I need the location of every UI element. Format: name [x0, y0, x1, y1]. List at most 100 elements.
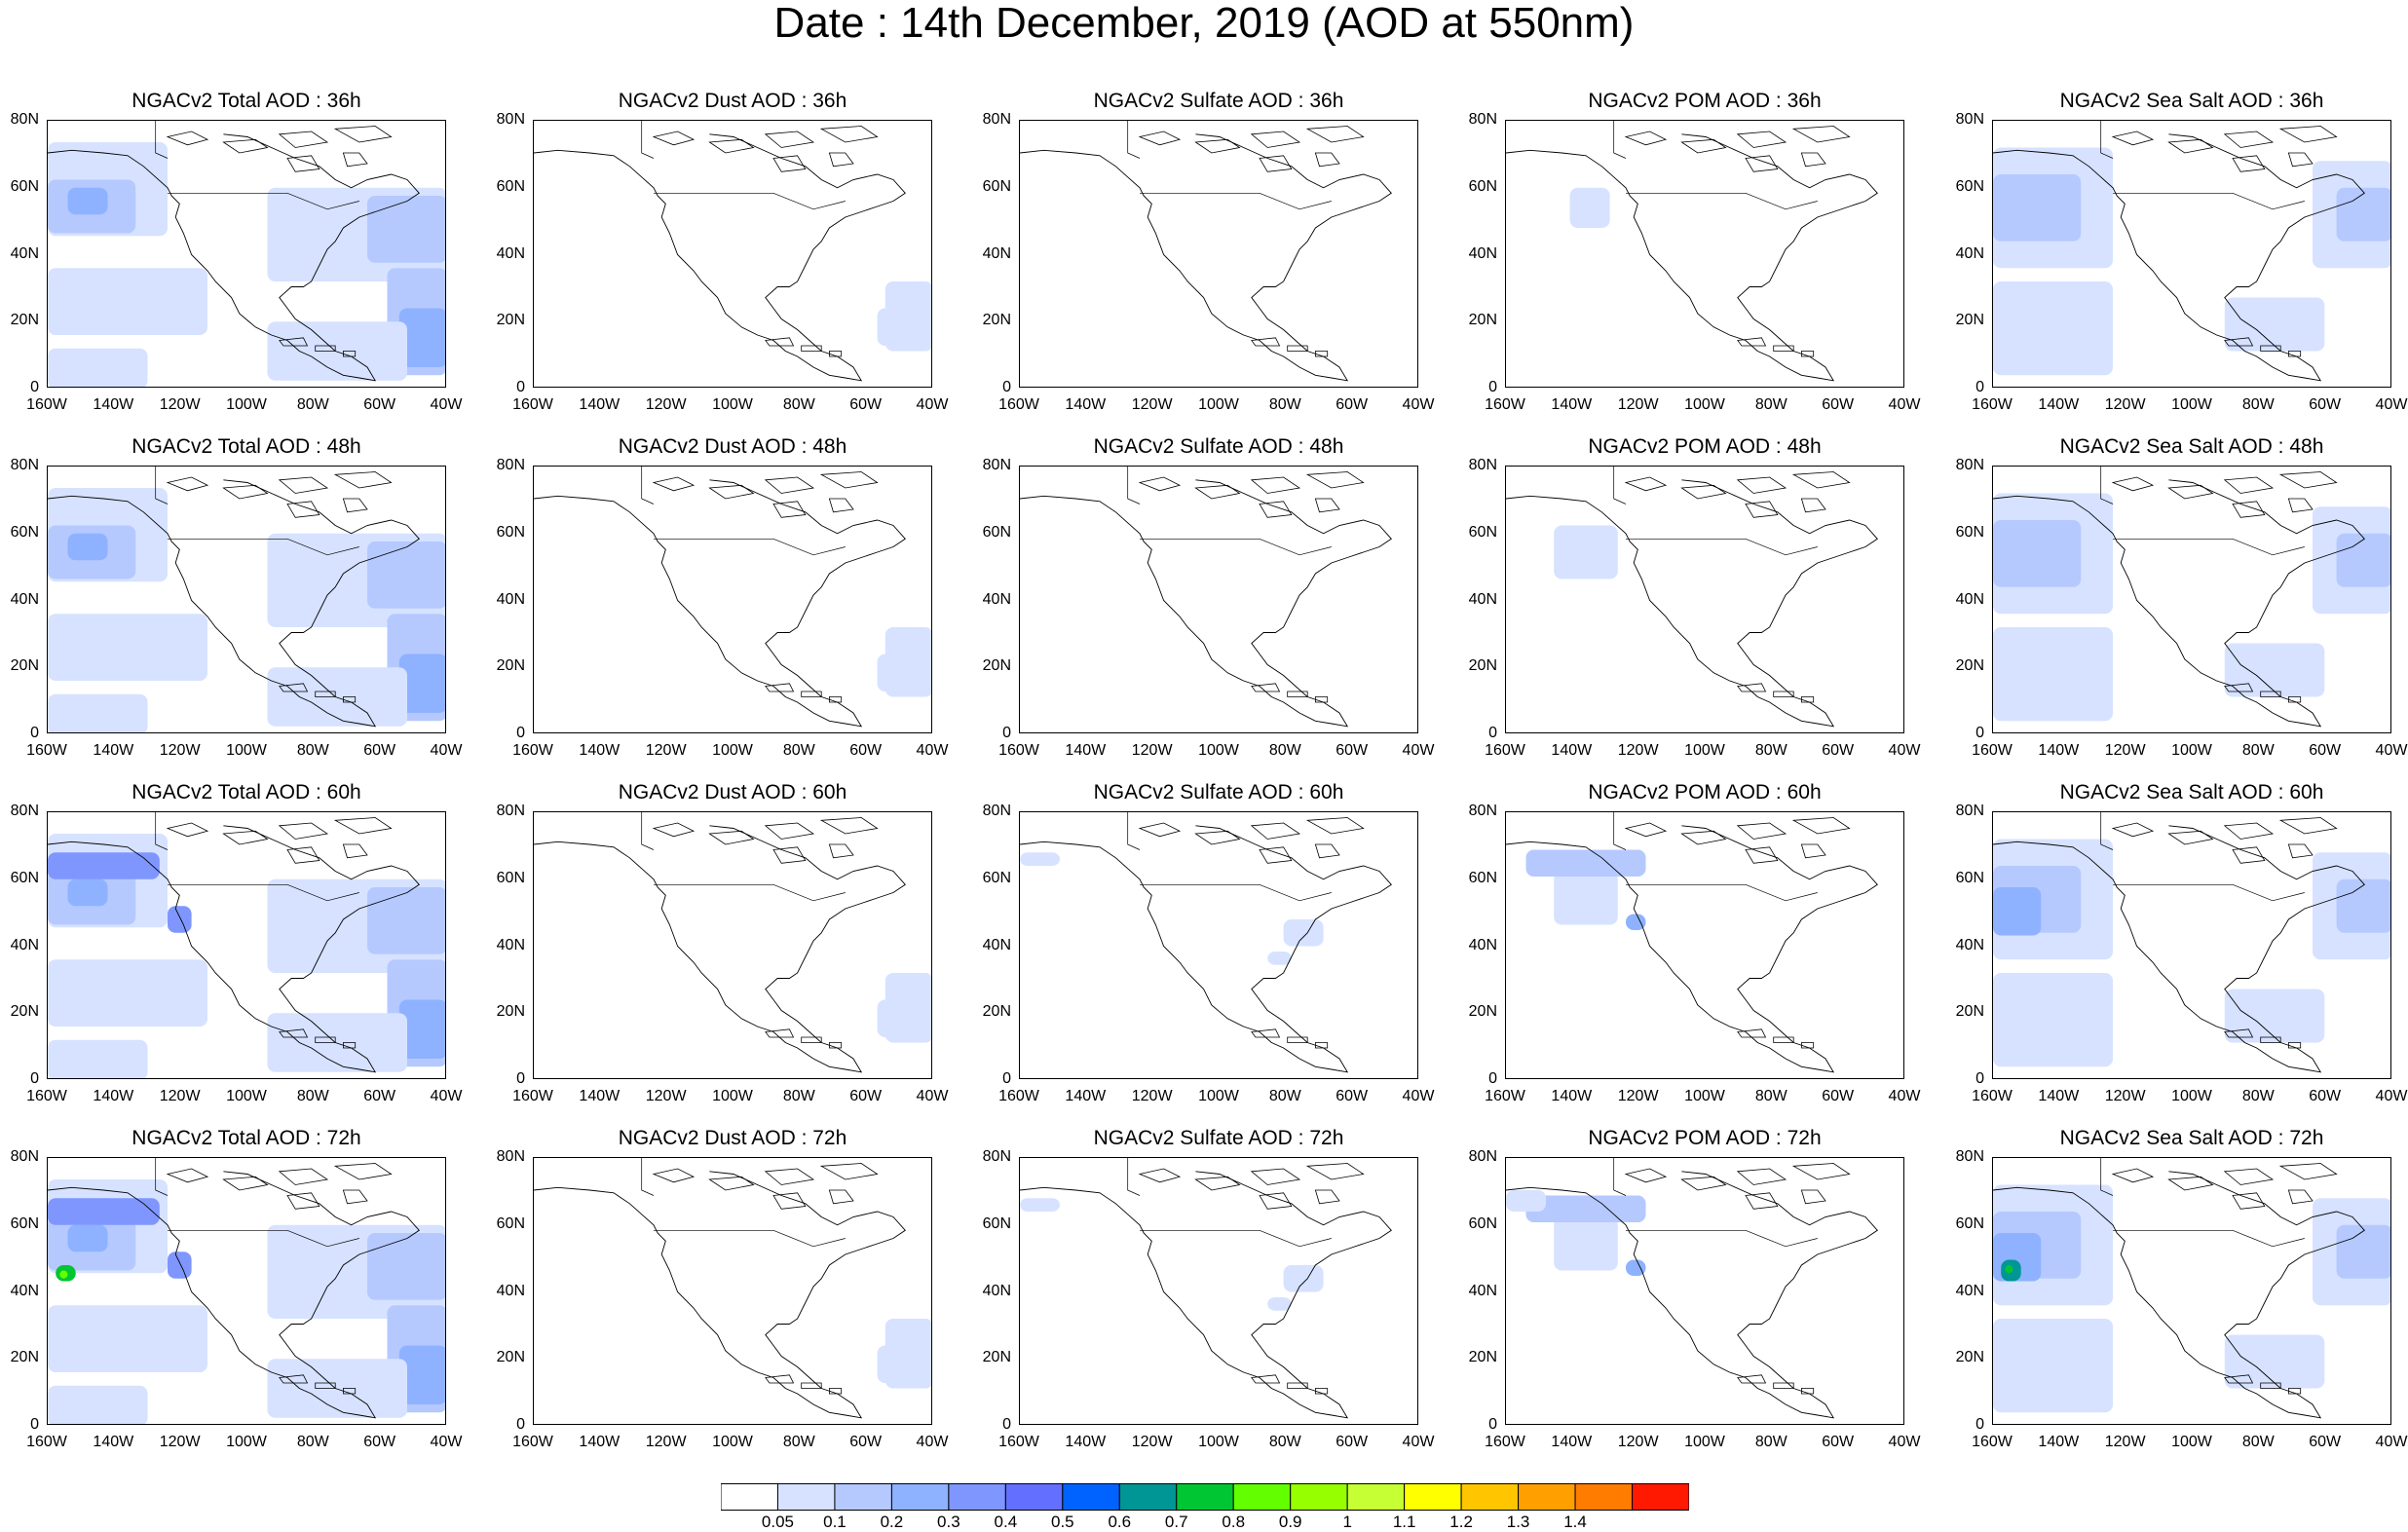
lat-tick-label: 80N	[1955, 457, 1984, 473]
lon-tick-label: 80W	[1754, 1434, 1787, 1450]
island-outline	[1800, 152, 1826, 168]
island-outline	[1194, 830, 1241, 845]
island-outline	[2167, 1176, 2214, 1191]
panel-title: NGACv2 Sea Salt AOD : 36h	[2059, 90, 2324, 112]
aod-shading	[48, 852, 160, 879]
island-outline	[1800, 1388, 1815, 1395]
aod-shading	[2336, 187, 2390, 242]
colorbar-swatch	[1574, 1483, 1634, 1511]
border-line	[1613, 812, 1627, 850]
map-panel	[533, 120, 932, 388]
lon-tick-label: 80W	[1754, 396, 1787, 413]
lat-tick-label: 0	[516, 725, 525, 741]
island-outline	[342, 498, 368, 513]
lat-tick-label: 40N	[982, 936, 1011, 953]
colorbar	[721, 1483, 1689, 1511]
border-line	[1140, 1229, 1332, 1248]
lat-tick-label: 40N	[496, 244, 525, 262]
border-line	[2113, 192, 2305, 210]
lon-tick-label: 160W	[1972, 396, 2013, 413]
colorbar-label: 1.1	[1392, 1513, 1416, 1531]
aod-shading	[1993, 973, 2113, 1067]
lat-tick-label: 20N	[496, 312, 525, 329]
panel-title: NGACv2 Sea Salt AOD : 48h	[2059, 435, 2324, 458]
colorbar-swatch	[1176, 1483, 1234, 1511]
aod-shading	[877, 308, 910, 346]
lat-tick-label: 60N	[496, 1214, 525, 1232]
lat-tick-label: 0	[30, 379, 39, 395]
lat-tick-label: 60N	[1955, 523, 1984, 541]
island-outline	[1138, 131, 1182, 146]
lon-tick-label: 100W	[712, 1088, 753, 1104]
border-line	[2100, 467, 2114, 504]
map-svg	[534, 812, 931, 1073]
lat-tick-label: 0	[516, 1070, 525, 1087]
lat-tick-label: 60N	[10, 523, 39, 541]
map-panel	[533, 466, 932, 733]
aod-shading	[1554, 1216, 1618, 1271]
lon-tick-label: 140W	[1551, 1088, 1593, 1104]
border-line	[155, 467, 169, 504]
lon-tick-label: 80W	[1268, 742, 1301, 759]
border-line	[1613, 1158, 1627, 1196]
map-panel	[1992, 811, 2391, 1079]
lat-tick-label: 40N	[1468, 590, 1497, 608]
map-svg	[534, 1158, 931, 1419]
colorbar-swatch	[776, 1483, 836, 1511]
lat-tick-label: 80N	[10, 803, 39, 819]
map-panel	[1505, 811, 1904, 1079]
aod-shading	[67, 533, 108, 561]
lat-tick-label: 60N	[1955, 177, 1984, 195]
lat-tick-label: 40N	[1955, 1282, 1984, 1299]
aod-shading	[67, 878, 108, 907]
lat-tick-label: 60N	[982, 1214, 1011, 1232]
island-outline	[1791, 126, 1851, 143]
lon-tick-label: 120W	[1617, 742, 1659, 759]
lon-tick-label: 120W	[2104, 742, 2146, 759]
lon-tick-label: 100W	[1198, 742, 1239, 759]
lat-tick-label: 0	[30, 725, 39, 741]
island-outline	[652, 1168, 696, 1183]
border-line	[168, 883, 359, 902]
lat-tick-label: 20N	[10, 312, 39, 329]
lon-tick-label: 160W	[26, 1434, 67, 1450]
island-outline	[342, 1042, 357, 1049]
island-outline	[2287, 696, 2302, 703]
lon-tick-label: 40W	[916, 396, 949, 413]
colorbar-label: 1	[1342, 1513, 1352, 1531]
panel-title: NGACv2 POM AOD : 36h	[1588, 90, 1822, 112]
aod-shading	[267, 321, 407, 381]
panel-title: NGACv2 POM AOD : 60h	[1588, 781, 1822, 803]
lon-tick-label: 100W	[1684, 396, 1725, 413]
lon-tick-label: 140W	[2038, 1434, 2080, 1450]
island-outline	[708, 484, 755, 500]
lat-tick-label: 80N	[10, 1148, 39, 1165]
border-line	[641, 467, 655, 504]
island-outline	[2111, 822, 2155, 838]
aod-shading	[2336, 878, 2390, 933]
lon-tick-label: 100W	[712, 742, 753, 759]
aod-shading	[1554, 525, 1618, 579]
island-outline	[764, 822, 815, 840]
island-outline	[2278, 817, 2338, 835]
map-panel	[47, 120, 446, 388]
lon-tick-label: 140W	[1551, 1434, 1593, 1450]
lon-tick-label: 60W	[2309, 396, 2342, 413]
lat-tick-label: 40N	[10, 590, 39, 608]
island-outline	[1680, 138, 1727, 154]
lat-tick-label: 40N	[496, 590, 525, 608]
lat-tick-label: 20N	[10, 657, 39, 675]
lon-tick-label: 140W	[2038, 1088, 2080, 1104]
island-outline	[765, 1028, 795, 1038]
border-line	[2113, 883, 2305, 902]
map-svg	[48, 812, 445, 1078]
lon-tick-label: 140W	[2038, 396, 2080, 413]
panel-title: NGACv2 Dust AOD : 48h	[618, 435, 847, 458]
map-svg	[534, 467, 931, 728]
island-outline	[333, 1163, 393, 1180]
lat-tick-label: 20N	[1955, 1349, 1984, 1366]
lat-tick-label: 0	[1488, 1070, 1497, 1087]
island-outline	[1287, 691, 1308, 697]
island-outline	[1314, 1189, 1340, 1205]
lon-tick-label: 100W	[1684, 742, 1725, 759]
